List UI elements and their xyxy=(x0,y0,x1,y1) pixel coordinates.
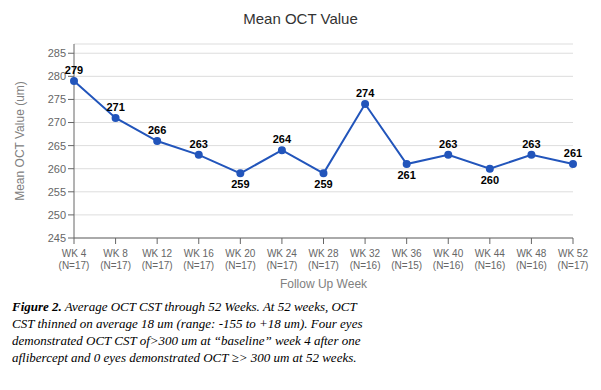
svg-text:263: 263 xyxy=(522,138,540,150)
svg-text:WK 36(N=15): WK 36(N=15) xyxy=(391,248,422,271)
html-text:demonstrated OCT CST of>300 um: demonstrated OCT CST of>300 um at “basel… xyxy=(12,333,361,348)
svg-text:WK 48(N=16): WK 48(N=16) xyxy=(516,248,547,271)
svg-text:245: 245 xyxy=(48,232,66,244)
svg-text:261: 261 xyxy=(397,169,415,181)
html-text:aflibercept and 0 eyes demonst: aflibercept and 0 eyes demonstrated OCT … xyxy=(12,350,357,365)
svg-text:WK 52(N=17): WK 52(N=17) xyxy=(558,248,589,271)
svg-text:Mean OCT Value (um): Mean OCT Value (um) xyxy=(13,81,27,201)
svg-text:275: 275 xyxy=(48,93,66,105)
svg-text:285: 285 xyxy=(48,47,66,59)
svg-text:260: 260 xyxy=(48,163,66,175)
svg-text:265: 265 xyxy=(48,140,66,152)
svg-text:WK 20(N=17): WK 20(N=17) xyxy=(225,248,256,271)
svg-text:279: 279 xyxy=(65,64,83,76)
svg-text:WK 4(N=17): WK 4(N=17) xyxy=(59,248,90,271)
svg-text:260: 260 xyxy=(481,174,499,186)
svg-text:WK 40(N=16): WK 40(N=16) xyxy=(433,248,464,271)
svg-text:WK 44(N=16): WK 44(N=16) xyxy=(474,248,505,271)
html-text:Mean OCT Value: Mean OCT Value xyxy=(243,10,358,27)
html-text:Figure 2. Average OCT CST thro: Figure 2. Average OCT CST through 52 Wee… xyxy=(12,299,357,314)
svg-text:250: 250 xyxy=(48,209,66,221)
svg-text:259: 259 xyxy=(314,178,332,190)
svg-text:271: 271 xyxy=(106,101,124,113)
svg-text:WK 24(N=17): WK 24(N=17) xyxy=(266,248,297,271)
svg-text:WK 8(N=17): WK 8(N=17) xyxy=(100,248,131,271)
svg-text:WK 32(N=16): WK 32(N=16) xyxy=(350,248,381,271)
svg-text:WK 28(N=17): WK 28(N=17) xyxy=(308,248,339,271)
svg-text:259: 259 xyxy=(231,178,249,190)
svg-text:Follow Up Week: Follow Up Week xyxy=(280,277,368,291)
svg-text:266: 266 xyxy=(148,124,166,136)
svg-text:274: 274 xyxy=(356,87,375,99)
svg-text:WK 12(N=17): WK 12(N=17) xyxy=(142,248,173,271)
svg-text:WK 16(N=17): WK 16(N=17) xyxy=(183,248,214,271)
svg-text:280: 280 xyxy=(48,70,66,82)
svg-text:270: 270 xyxy=(48,116,66,128)
svg-text:263: 263 xyxy=(190,138,208,150)
svg-text:264: 264 xyxy=(273,133,292,145)
html-text:CST thinned on average 18 um (: CST thinned on average 18 um (range: -15… xyxy=(12,316,363,331)
svg-text:255: 255 xyxy=(48,186,66,198)
svg-text:261: 261 xyxy=(564,147,582,159)
svg-text:263: 263 xyxy=(439,138,457,150)
